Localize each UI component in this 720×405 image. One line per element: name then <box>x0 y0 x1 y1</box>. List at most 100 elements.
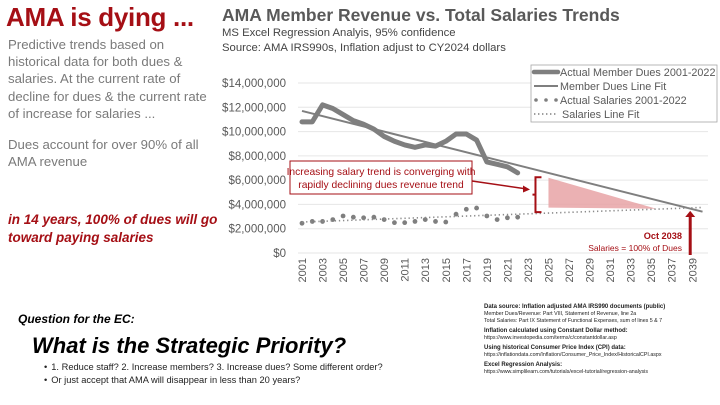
salary-point <box>505 215 510 221</box>
crossover-date: Oct 2038 <box>644 231 682 241</box>
dues-fit-line <box>301 109 703 213</box>
salary-point <box>463 206 469 212</box>
question-bullets: 1. Reduce staff? 2. Increase members? 3.… <box>44 361 383 387</box>
series-dotted <box>301 206 703 223</box>
source-group-regression: Excel Regression Analysis: https://www.s… <box>484 362 720 376</box>
series-thick-solid <box>299 102 521 176</box>
y-tick-label: $8,000,000 <box>228 151 286 163</box>
projection-callout: in 14 years, 100% of dues will go toward… <box>8 212 218 245</box>
salary-point <box>371 214 377 220</box>
y-tick-label: $12,000,000 <box>222 102 286 114</box>
source-group-inflation: Inflation calculated using Constant Doll… <box>484 328 720 342</box>
source-group-irs990: Data source: Inflation adjusted AMA IRS9… <box>484 304 720 325</box>
source-heading: Using historical Consumer Price Index (C… <box>484 345 626 351</box>
x-tick-label: 2015 <box>441 258 453 282</box>
x-tick-label: 2037 <box>667 258 679 282</box>
annotation-arrowhead <box>523 185 530 193</box>
x-tick-label: 2017 <box>461 258 473 282</box>
x-tick-label: 2035 <box>646 258 658 282</box>
x-tick-label: 2005 <box>338 258 350 282</box>
x-tick-label: 2033 <box>626 258 638 282</box>
x-tick-label: 2011 <box>400 258 412 282</box>
legend-label-dues: Actual Member Dues 2001-2022 <box>560 67 715 79</box>
x-tick-label: 2007 <box>359 258 371 282</box>
gap-bracket <box>532 176 542 214</box>
legend-label-dues-fit: Member Dues Line Fit <box>560 81 666 93</box>
x-tick-label: 2013 <box>420 258 432 282</box>
x-tick-label: 2029 <box>585 258 597 282</box>
source-heading: Excel Regression Analysis: <box>484 362 563 368</box>
crossover-arrowhead <box>685 210 696 217</box>
question-label: Question for the EC: <box>18 312 135 326</box>
slide-headline: AMA is dying ... <box>6 2 194 32</box>
salary-point <box>392 220 397 226</box>
x-tick-label: 2001 <box>297 258 309 282</box>
question-bullet: 1. Reduce staff? 2. Increase members? 3.… <box>44 361 382 374</box>
source-heading: Inflation calculated using Constant Doll… <box>484 328 628 334</box>
salary-point <box>350 214 356 220</box>
y-tick-label: $10,000,000 <box>222 127 286 139</box>
salary-point <box>412 219 418 224</box>
chart-legend: Actual Member Dues 2001-2022 Member Dues… <box>530 64 718 123</box>
question-bullet: Or just accept that AMA will disappear i… <box>44 374 383 387</box>
salary-point <box>402 220 408 226</box>
chart-title: AMA Member Revenue vs. Total Salaries Tr… <box>222 5 620 25</box>
x-tick-label: 2025 <box>543 258 555 282</box>
salary-point <box>433 219 438 224</box>
y-tick-label: $2,000,000 <box>228 224 286 236</box>
chart-subtitle-method: MS Excel Regression Analyis, 95% confide… <box>222 27 456 39</box>
y-tick-label: $4,000,000 <box>228 199 286 211</box>
y-tick-label: $14,000,000 <box>222 78 286 90</box>
salary-point <box>361 215 367 221</box>
source-link[interactable]: https://inflationdata.com/Inflation/Cons… <box>484 352 662 358</box>
y-tick-label: $6,000,000 <box>228 175 286 187</box>
salary-point <box>340 213 346 219</box>
salary-fit-line <box>301 206 703 223</box>
salary-point <box>494 217 500 223</box>
source-link[interactable]: https://www.investopedia.com/terms/c/con… <box>484 335 617 341</box>
sources-block: Data source: Inflation adjusted AMA IRS9… <box>484 304 720 379</box>
y-tick-label: $0 <box>273 248 286 260</box>
x-tick-label: 2031 <box>605 258 617 282</box>
annotation-arrow-line <box>471 180 528 190</box>
chart-subtitle-source: Source: AMA IRS990s, Inflation adjust to… <box>222 42 506 54</box>
legend-label-salaries-fit: Salaries Line Fit <box>562 109 639 121</box>
trend-chart: $0 $2,000,000 $4,000,000 $6,000,000 $8,000,0… <box>222 64 718 282</box>
salary-point <box>453 211 459 217</box>
convergence-annotation: Increasing salary trend is converging wi… <box>287 160 542 214</box>
annotation-text-line2: rapidly declining dues revenue trend <box>298 180 464 191</box>
crossover-label: Salaries = 100% of Dues <box>588 243 682 253</box>
salary-point <box>443 219 449 225</box>
dues-note: Dues account for over 90% of all AMA rev… <box>8 137 199 170</box>
salary-point <box>309 219 315 224</box>
source-heading: Data source: Inflation adjusted AMA IRS9… <box>484 304 666 310</box>
salary-point <box>474 205 479 211</box>
x-tick-label: 2009 <box>379 258 391 282</box>
y-axis-ticks: $0 $2,000,000 $4,000,000 $6,000,000 $8,000,0… <box>222 78 286 260</box>
series-dots <box>299 205 521 226</box>
x-tick-label: 2039 <box>687 258 699 282</box>
series-solid <box>301 109 703 213</box>
x-tick-label: 2003 <box>318 258 330 282</box>
annotation-box <box>289 160 473 195</box>
salary-point <box>422 217 428 223</box>
source-link[interactable]: https://www.simplilearn.com/tutorials/ex… <box>484 369 648 375</box>
legend-label-salaries: Actual Salaries 2001-2022 <box>560 95 687 107</box>
dues-actual-line <box>299 102 521 176</box>
x-tick-label: 2019 <box>482 258 494 282</box>
question-title: What is the Strategic Priority? <box>32 333 347 358</box>
convergence-gap-shading <box>548 177 657 209</box>
source-line: Total Salaries: Part IX Statement of Fun… <box>484 318 663 324</box>
legend-frame <box>530 64 718 123</box>
x-tick-label: 2023 <box>523 258 535 282</box>
source-line: Member Dues/Revenue: Part VIII, Statemen… <box>484 311 637 317</box>
x-tick-label: 2027 <box>564 258 576 282</box>
x-tick-label: 2021 <box>502 258 514 282</box>
legend-swatch-salaries <box>534 98 558 102</box>
series <box>299 102 703 226</box>
source-group-cpi: Using historical Consumer Price Index (C… <box>484 345 720 359</box>
salary-point <box>515 214 521 220</box>
intro-paragraph: Predictive trends based on historical da… <box>8 37 207 121</box>
crossover-marker: Oct 2038 Salaries = 100% of Dues <box>588 210 696 255</box>
x-axis-ticks: 2001 2003 2005 2007 2009 2011 2013 2015 2017 2019… <box>297 258 699 282</box>
